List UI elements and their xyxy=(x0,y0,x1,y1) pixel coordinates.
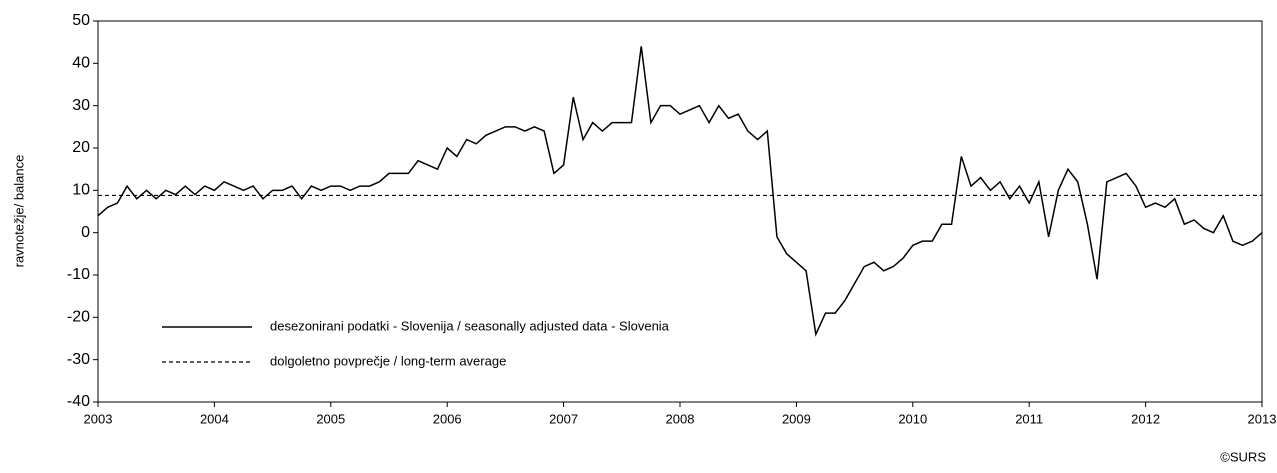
legend-label: desezonirani podatki - Slovenija / seaso… xyxy=(270,318,670,333)
series-line xyxy=(97,46,1263,337)
y-tick-label: 30 xyxy=(72,97,90,114)
x-tick-label: 2013 xyxy=(1248,411,1277,426)
x-tick-label: 2009 xyxy=(782,411,811,426)
y-tick-label: 40 xyxy=(72,55,90,72)
y-tick-label: 20 xyxy=(72,139,90,156)
y-tick-label: 50 xyxy=(72,12,90,29)
y-tick-label: 0 xyxy=(81,224,90,241)
y-tick-label: 10 xyxy=(72,182,90,199)
x-tick-label: 2003 xyxy=(84,411,113,426)
y-tick-label: -20 xyxy=(67,309,90,326)
y-tick-label: -10 xyxy=(67,266,90,283)
x-tick-label: 2008 xyxy=(666,411,695,426)
y-tick-label: -30 xyxy=(67,351,90,368)
x-tick-label: 2012 xyxy=(1131,411,1160,426)
x-tick-label: 2005 xyxy=(316,411,345,426)
y-tick-label: -40 xyxy=(67,393,90,410)
y-axis-label: ravnotežje/ balance xyxy=(11,155,26,268)
plot-frame xyxy=(97,20,1263,403)
legend-label: dolgoletno povprečje / long-term average xyxy=(270,353,506,368)
x-tick-label: 2010 xyxy=(898,411,927,426)
x-tick-label: 2004 xyxy=(200,411,229,426)
source: ©SURS xyxy=(1220,449,1266,464)
x-tick-label: 2007 xyxy=(549,411,578,426)
x-tick-label: 2011 xyxy=(1015,411,1043,426)
x-tick-label: 2006 xyxy=(433,411,462,426)
